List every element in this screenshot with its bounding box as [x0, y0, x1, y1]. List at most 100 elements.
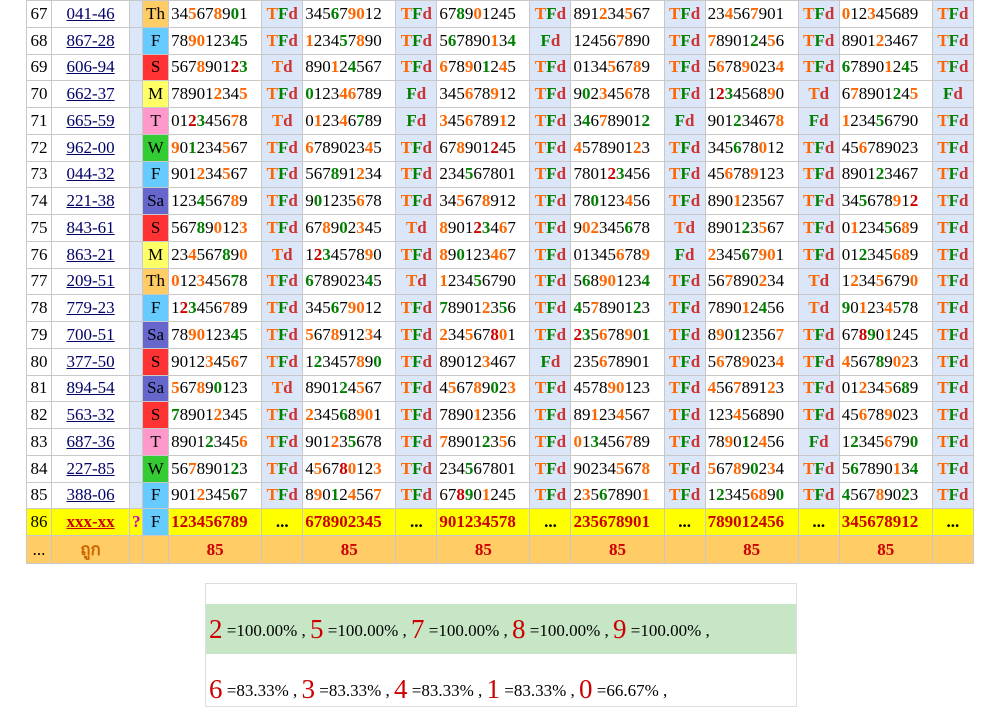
result-code-link[interactable]: 662-37 — [66, 84, 115, 104]
digit: 7 — [447, 3, 457, 23]
result-code-link[interactable]: 700-51 — [66, 324, 115, 344]
digit: 4 — [775, 271, 785, 291]
result-letter: d — [959, 191, 969, 211]
result-letter: F — [412, 244, 423, 264]
result-letter: d — [288, 217, 298, 237]
result-code-link[interactable]: 843-61 — [66, 217, 115, 237]
digit: 1 — [598, 191, 608, 211]
digit: 6 — [347, 110, 357, 130]
result-letter: d — [288, 324, 298, 344]
result-code-link[interactable]: 388-06 — [66, 485, 115, 505]
result-code-cell: 209-51 — [51, 267, 131, 296]
digit: 4 — [875, 3, 885, 23]
digit: 9 — [456, 431, 465, 451]
digit: 3 — [581, 324, 591, 344]
result-code-link[interactable]: 041-46 — [66, 3, 115, 23]
result-code-link[interactable]: 221-38 — [66, 191, 115, 211]
digit: 3 — [490, 431, 499, 451]
result-letter: F — [277, 137, 289, 157]
digit: 6 — [439, 137, 448, 157]
digit: 3 — [858, 431, 868, 451]
draw-digits: 678902345 — [302, 214, 397, 242]
digit: 9 — [598, 271, 608, 291]
digit: 9 — [884, 485, 893, 505]
prediction-row: 86 xxx-xx? F 123456789... 678902345... 901234… — [25, 508, 975, 536]
result-letter: F — [412, 324, 423, 344]
result-letter: F — [412, 298, 423, 318]
digit: 7 — [641, 3, 650, 23]
draw-digits: 901234678 — [704, 107, 799, 135]
digit: 6 — [305, 271, 314, 291]
digit: 7 — [707, 30, 717, 50]
draw-digits: 678901245 — [436, 481, 531, 510]
result-letter: d — [959, 431, 969, 451]
marker-cell — [129, 240, 144, 269]
result-code-link[interactable]: 606-94 — [66, 57, 115, 77]
result-code-link[interactable]: 209-51 — [66, 271, 115, 291]
digit: 4 — [733, 485, 742, 505]
prediction-code-link[interactable]: xxx-xx — [66, 512, 115, 532]
digit: 7 — [607, 351, 616, 371]
result-letter: T — [803, 3, 815, 23]
digit: 9 — [330, 271, 340, 291]
digit: 2 — [590, 217, 599, 237]
digit: 2 — [858, 378, 868, 398]
result-letter: T — [534, 324, 547, 344]
result-letter: F — [814, 351, 825, 371]
digit: 7 — [858, 458, 868, 478]
result-code-link[interactable]: 044-32 — [66, 164, 115, 184]
digit: 8 — [733, 57, 742, 77]
result-code-link[interactable]: 863-21 — [66, 244, 115, 264]
match-result: TFd — [931, 267, 975, 296]
digit: 9 — [481, 378, 491, 398]
digit: 0 — [892, 137, 902, 157]
result-code-link[interactable]: 779-23 — [66, 298, 115, 318]
result-code-link[interactable]: 962-00 — [66, 137, 115, 157]
digit: 6 — [841, 84, 851, 104]
draw-digits: 457890123 — [570, 133, 665, 162]
digit: 2 — [758, 458, 768, 478]
digit: 9 — [305, 431, 314, 451]
digit: 7 — [364, 431, 374, 451]
digit: 6 — [892, 3, 902, 23]
digit: 2 — [507, 110, 516, 130]
digit: 6 — [741, 3, 751, 23]
digit: 4 — [607, 217, 616, 237]
digit: 9 — [305, 191, 314, 211]
result-code-link[interactable]: 894-54 — [66, 378, 115, 398]
result-code-link[interactable]: 687-36 — [66, 431, 115, 451]
digit: 6 — [339, 405, 348, 425]
result-code-link[interactable]: 867-28 — [66, 30, 115, 50]
result-code-link[interactable]: 377-50 — [66, 351, 115, 371]
digit: 5 — [707, 57, 717, 77]
digit: 3 — [213, 431, 223, 451]
digit: 4 — [733, 405, 742, 425]
result-letter: F — [412, 3, 423, 23]
weekday-badge: Sa — [142, 374, 170, 403]
digit: 5 — [581, 378, 591, 398]
digit: 5 — [707, 458, 717, 478]
digit: 0 — [624, 110, 633, 130]
result-code-link[interactable]: 563-32 — [66, 405, 115, 425]
digit: 2 — [901, 137, 910, 157]
digit: 7 — [188, 458, 197, 478]
match-result: TFd — [931, 187, 975, 215]
digit: 3 — [581, 485, 591, 505]
result-code-link[interactable]: 665-59 — [66, 110, 115, 130]
digit: 6 — [473, 324, 482, 344]
result-letter: F — [680, 57, 691, 77]
digit: 6 — [858, 485, 868, 505]
digit: 9 — [171, 137, 180, 157]
digit: 4 — [624, 164, 633, 184]
digit: 3 — [205, 164, 214, 184]
digit: 0 — [632, 324, 642, 344]
digit: 0 — [632, 351, 642, 371]
digit: 4 — [573, 298, 582, 318]
weekday-badge: S — [142, 53, 170, 82]
digit: 3 — [590, 244, 599, 264]
result-letter: d — [556, 324, 567, 344]
digit: 4 — [464, 271, 474, 291]
result-code-link[interactable]: 227-85 — [66, 458, 115, 478]
stat-separator: , — [499, 621, 512, 640]
match-result: TFd — [529, 214, 572, 242]
